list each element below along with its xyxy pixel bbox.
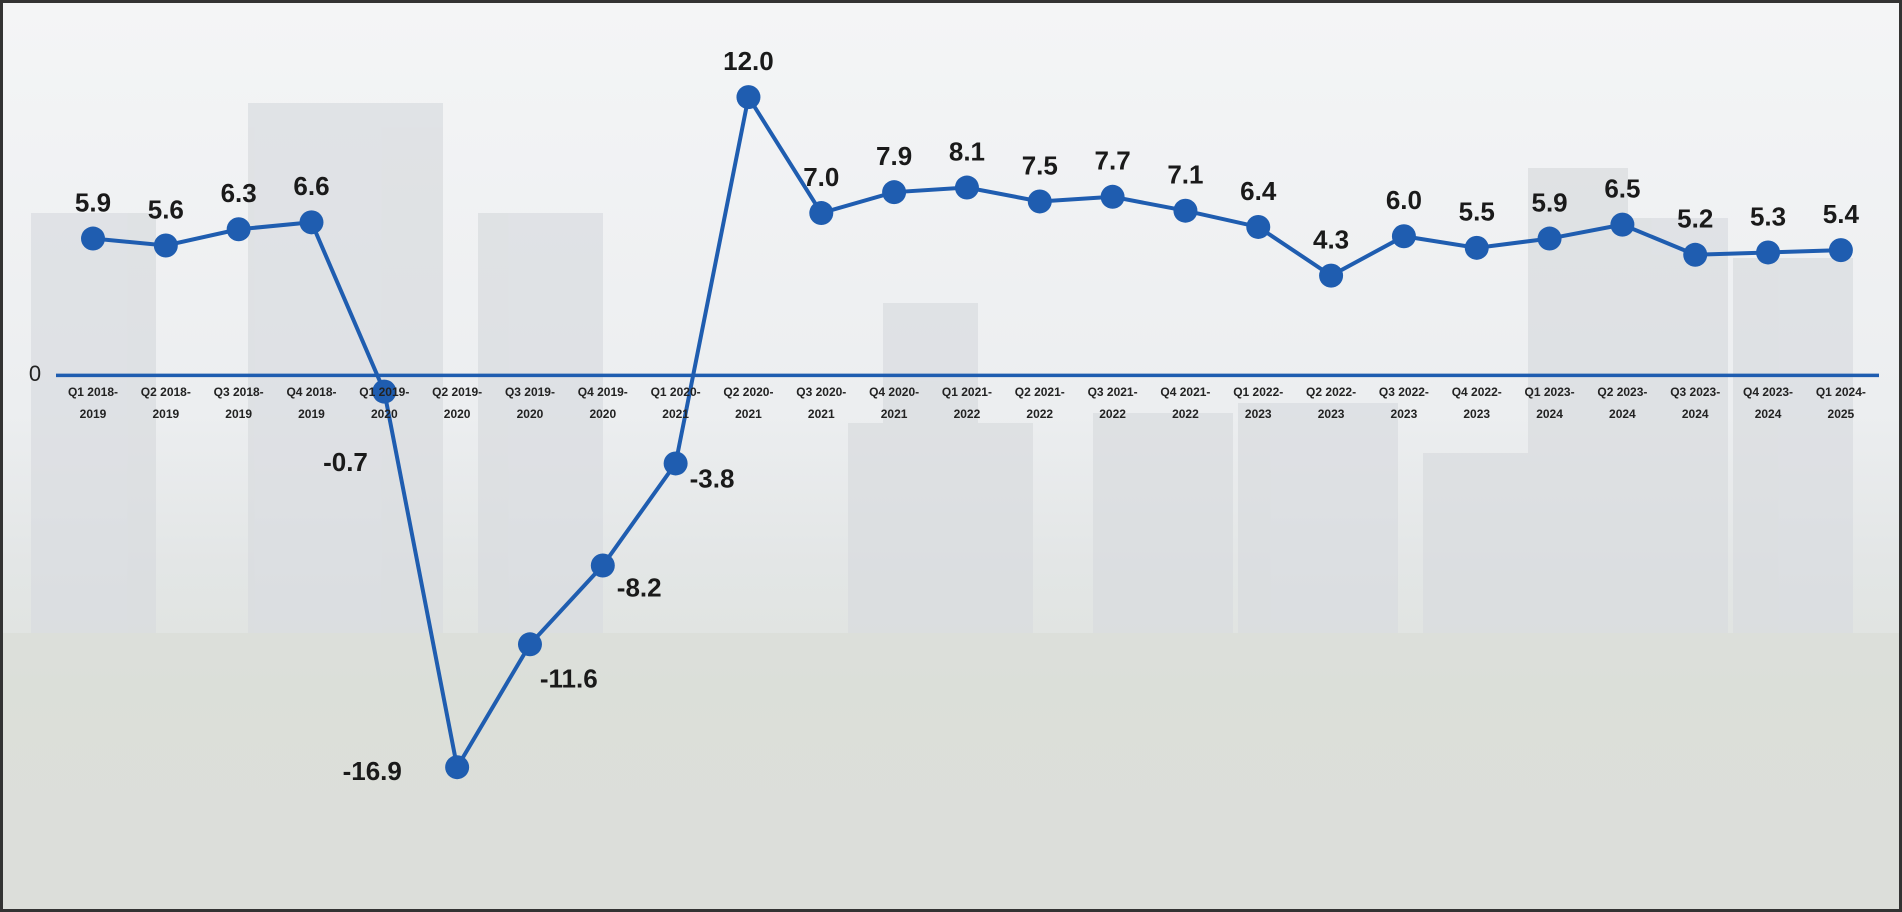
data-point (1610, 212, 1635, 237)
background-ground (3, 633, 1899, 909)
data-point (445, 755, 470, 780)
data-point (517, 632, 542, 657)
x-tick-label: Q1 2018-2019 (67, 385, 119, 422)
data-point (226, 217, 251, 242)
data-point (809, 201, 834, 226)
x-tick-label: Q2 2020-2021 (723, 385, 774, 422)
data-point (954, 175, 979, 200)
data-label: 6.0 (1386, 185, 1422, 215)
data-label: 7.1 (1167, 160, 1203, 190)
data-label: -16.9 (343, 756, 402, 786)
x-tick-label: Q3 2020-2021 (796, 385, 847, 422)
data-point (1246, 214, 1271, 239)
y-tick-label: 0 (29, 361, 41, 386)
data-label: 5.4 (1823, 199, 1860, 229)
x-tick-label: Q2 2019-2020 (432, 385, 483, 422)
x-tick-label: Q3 2021-2022 (1087, 385, 1138, 422)
data-label: -11.6 (540, 664, 598, 694)
x-tick-label: Q1 2021-2022 (941, 385, 992, 422)
x-tick-label: Q4 2022-2023 (1451, 385, 1502, 422)
x-tick-label: Q4 2023-2024 (1743, 385, 1794, 422)
x-tick-label: Q2 2018-2019 (140, 385, 191, 422)
data-label: 5.3 (1750, 201, 1786, 231)
data-point (590, 553, 615, 578)
data-point (1828, 238, 1853, 263)
data-point (1027, 189, 1052, 214)
data-label: 5.9 (75, 187, 111, 217)
data-point (1100, 184, 1125, 209)
x-tick-label: Q4 2019-2020 (577, 385, 628, 422)
data-label: 6.5 (1604, 174, 1640, 204)
data-label: 6.6 (293, 171, 329, 201)
background-buildings (31, 103, 1853, 633)
data-point (882, 180, 907, 205)
data-label: 7.9 (876, 141, 912, 171)
data-point (372, 379, 397, 404)
data-label: -3.8 (690, 463, 735, 493)
data-label: 5.5 (1459, 197, 1495, 227)
data-label: 5.9 (1531, 187, 1567, 217)
x-tick-label: Q3 2018-2019 (213, 385, 264, 422)
data-label: 5.2 (1677, 204, 1713, 234)
data-label: 7.7 (1095, 146, 1131, 176)
data-point (299, 210, 324, 235)
data-point (1391, 224, 1416, 249)
data-point (153, 233, 178, 258)
data-label: 7.0 (803, 162, 839, 192)
x-tick-label: Q3 2019-2020 (504, 385, 555, 422)
x-tick-label: Q2 2022-2023 (1306, 385, 1357, 422)
x-tick-label: Q3 2023-2024 (1670, 385, 1721, 422)
x-tick-label: Q2 2023-2024 (1597, 385, 1648, 422)
x-tick-label: Q2 2021-2022 (1014, 385, 1065, 422)
data-label: -8.2 (617, 573, 662, 603)
data-point (81, 226, 105, 251)
data-label: 7.5 (1022, 150, 1058, 180)
data-label: 12.0 (723, 46, 774, 76)
x-tick-label: Q1 2020-2021 (650, 385, 701, 422)
x-tick-label: Q4 2018-2019 (286, 385, 337, 422)
data-point (1537, 226, 1562, 251)
x-tick-label: Q1 2019-2020 (359, 385, 410, 422)
chart: 0 5.9 5.6 6.3 6.6 -0.7 -16.9 -11.6 -8.2 -3.8 12.0 7… (3, 46, 1899, 909)
data-point (1756, 240, 1781, 265)
data-label: 6.4 (1240, 176, 1277, 206)
data-point (1683, 242, 1708, 267)
data-point (736, 85, 761, 110)
x-tick-label: Q4 2021-2022 (1160, 385, 1211, 422)
data-point (1319, 263, 1344, 288)
x-tick-label: Q1 2024-2025 (1815, 385, 1866, 422)
data-label: 5.6 (148, 194, 184, 224)
x-tick-label: Q1 2022-2023 (1233, 385, 1284, 422)
data-point (1173, 198, 1198, 223)
x-tick-label: Q4 2020-2021 (869, 385, 920, 422)
data-label: 4.3 (1313, 225, 1349, 255)
data-label: 6.3 (221, 178, 257, 208)
x-tick-label: Q3 2022-2023 (1378, 385, 1429, 422)
data-point (663, 451, 688, 476)
data-label: -0.7 (323, 447, 368, 477)
data-label: 8.1 (949, 136, 985, 166)
data-point (1464, 235, 1489, 260)
x-tick-label: Q1 2023-2024 (1524, 385, 1575, 422)
